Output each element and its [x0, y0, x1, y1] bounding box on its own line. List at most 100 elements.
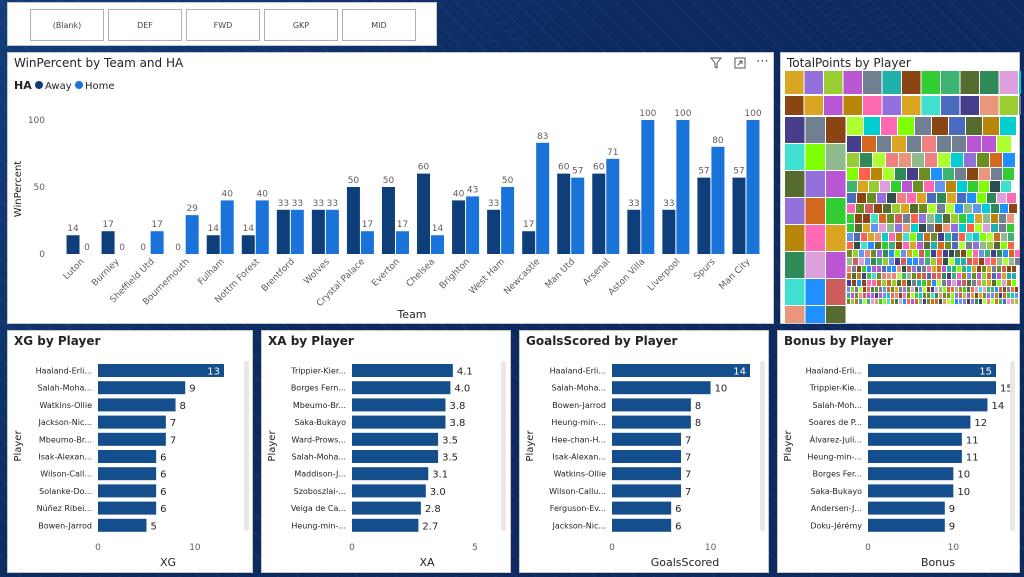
filter-icon[interactable] [709, 57, 723, 72]
bar [352, 467, 429, 481]
x-tick-label: West Ham [468, 257, 508, 297]
treemap-cell [919, 287, 922, 292]
data-label: 4.0 [454, 384, 470, 395]
slicer-option-blank[interactable]: (Blank) [30, 9, 104, 41]
treemap-cell [883, 250, 888, 257]
treemap-cell [927, 299, 930, 304]
data-label: 14 [207, 224, 219, 234]
treemap-cell [872, 266, 876, 272]
treemap-cell [949, 250, 954, 257]
treemap-cell [932, 273, 936, 279]
data-label: 14 [733, 367, 746, 378]
treemap-cell [966, 233, 972, 241]
bar-away [732, 177, 746, 254]
treemap-cell [923, 299, 926, 304]
goals-chart-title: GoalsScored by Player [526, 334, 678, 348]
treemap-cell [901, 258, 906, 265]
bar [868, 518, 945, 532]
more-options-icon[interactable]: ⋯ [756, 54, 769, 69]
data-label: 7 [685, 435, 691, 446]
treemap-cell [957, 193, 966, 203]
treemap-cell [910, 242, 916, 249]
treemap-cell [925, 250, 930, 257]
bar-home [395, 231, 409, 254]
bar-home [571, 177, 585, 254]
treemap-cell [932, 266, 936, 272]
treemap-cell [879, 287, 882, 292]
focus-mode-icon[interactable] [734, 57, 746, 72]
x-tick-label: 0 [95, 543, 101, 553]
treemap-cell [971, 287, 974, 292]
treemap-cell [891, 293, 894, 298]
treemap-cell [868, 233, 874, 241]
treemap-cell [826, 198, 846, 224]
treemap-cell [824, 71, 843, 94]
treemap-cell [991, 258, 996, 265]
bar [612, 381, 711, 395]
treemap-cell [867, 273, 871, 279]
slicer-option-fwd[interactable]: FWD [186, 9, 260, 41]
treemap-cell [871, 250, 876, 257]
x-tick-label: 10 [189, 543, 201, 553]
player-label: Álvarez-Juli... [810, 433, 862, 444]
slicer-option-mid[interactable]: MID [342, 9, 416, 41]
slicer-option-gkp[interactable]: GKP [264, 9, 338, 41]
bar-home [431, 235, 445, 254]
treemap-cell [967, 214, 974, 223]
slicer-option-def[interactable]: DEF [108, 9, 182, 41]
treemap-cell [991, 287, 994, 292]
treemap-cell [959, 242, 965, 249]
xa-chart-panel: XA by Player Trippier-Kier... 4.1 Borges F… [261, 330, 511, 573]
treemap-cell [987, 242, 993, 249]
treemap-cell [991, 168, 1002, 180]
x-tick-label: Arsenal [581, 257, 612, 288]
data-label: 3.8 [449, 418, 465, 429]
treemap-cell [883, 258, 888, 265]
bar-home [255, 200, 269, 254]
data-label: 8 [695, 401, 701, 412]
y-tick-label: 100 [28, 116, 45, 126]
treemap-cell [935, 293, 938, 298]
bar [868, 467, 954, 481]
x-tick-label: Liverpool [646, 257, 682, 293]
treemap-cell [858, 181, 868, 192]
treemap-cell [955, 287, 958, 292]
x-tick-label: Wolves [302, 257, 332, 287]
treemap-cell [1019, 96, 1021, 115]
treemap-cell [959, 293, 962, 298]
bar [98, 398, 176, 412]
xa-chart: Trippier-Kier... 4.1 Borges Fern... 4.0 Mbeu… [267, 361, 506, 569]
treemap-cell [855, 214, 862, 223]
bar-away [241, 235, 255, 254]
treemap-cell [972, 280, 976, 286]
treemap-cell [983, 214, 990, 223]
treemap-cell [921, 71, 940, 94]
treemap-cell [847, 181, 857, 192]
treemap-cell [877, 136, 891, 152]
data-label: 80 [712, 136, 724, 146]
treemap-cell [937, 193, 946, 203]
treemap-cell [997, 273, 1001, 279]
treemap-cell [887, 214, 894, 223]
bar [352, 415, 446, 429]
treemap-cell [997, 136, 1011, 152]
legend-label-home: Home [85, 81, 115, 92]
treemap-cell [843, 96, 862, 115]
treemap-cell [942, 273, 946, 279]
treemap-cell [931, 233, 937, 241]
treemap-cell [847, 136, 861, 152]
data-label: 6 [675, 504, 681, 515]
treemap-cell [915, 117, 931, 135]
treemap-cell [943, 258, 948, 265]
totalpoints-treemap[interactable] [785, 71, 1021, 323]
treemap-cell [951, 293, 954, 298]
treemap-cell [804, 71, 823, 94]
treemap-cell [852, 273, 856, 279]
treemap-cell [785, 252, 805, 278]
treemap-cell [919, 299, 922, 304]
data-label: 6 [160, 470, 166, 481]
treemap-cell [1002, 273, 1006, 279]
player-label: Bowen-Jarrod [552, 401, 606, 410]
treemap-cell [902, 96, 921, 115]
treemap-cell [922, 266, 926, 272]
